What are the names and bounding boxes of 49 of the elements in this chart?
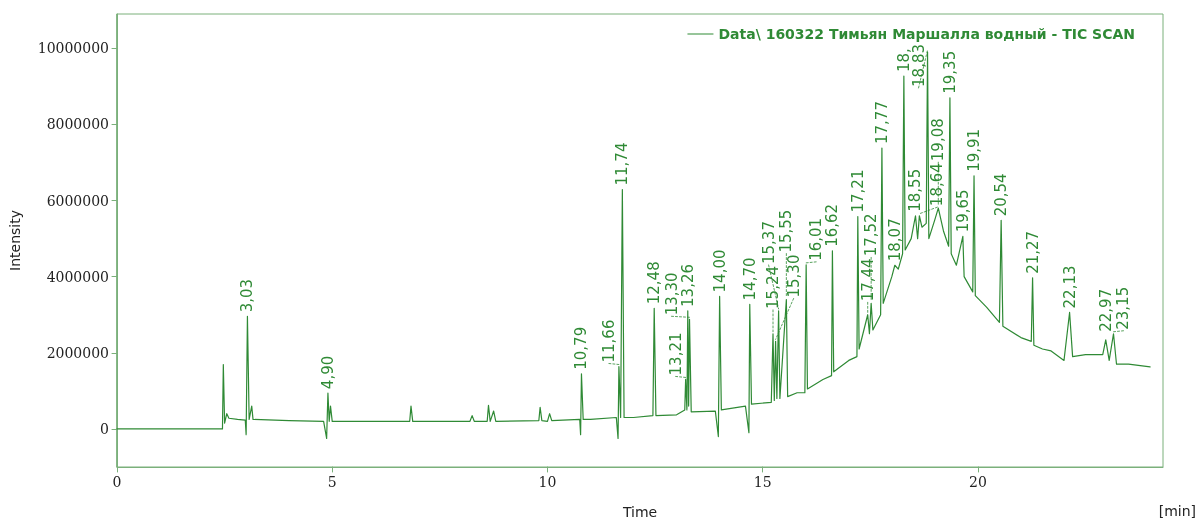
annotation: 19,65: [953, 189, 972, 233]
text: [min]: [1158, 503, 1196, 519]
annotation: 14,00: [710, 249, 729, 293]
annotation: 20,54: [992, 173, 1011, 217]
annotation: 17,21: [848, 169, 867, 213]
annotation: 13,21: [666, 332, 685, 376]
annotation: 14,70: [740, 257, 759, 301]
annotation: 3,03: [238, 278, 257, 313]
annotation: 19,35: [940, 50, 959, 94]
y-tick-label: 4000000: [46, 268, 109, 285]
annotation: 11,66: [599, 319, 618, 363]
annotation: 4,90: [318, 355, 337, 390]
annotation: 13,26: [678, 263, 697, 307]
annotation: 15,30: [784, 254, 803, 298]
annotation: 18,64: [928, 163, 947, 207]
annotation: 19,91: [965, 128, 984, 172]
x-tick-label: 5: [327, 474, 337, 490]
y-axis-title: Intensity: [7, 210, 23, 271]
annotation: 17,77: [872, 101, 891, 144]
y-tick-label: 8000000: [46, 116, 109, 133]
x-tick-label: 15: [753, 474, 772, 490]
annotation: 19,08: [929, 118, 948, 162]
annotation: 16,01: [807, 217, 826, 261]
annotation: 15,55: [777, 209, 796, 253]
y-tick-label: 6000000: [46, 192, 109, 209]
annotation: 22,13: [1060, 265, 1079, 309]
x-tick-label: 20: [968, 474, 987, 490]
annotation: 17,52: [862, 213, 881, 257]
annotation: 18,: [894, 48, 913, 73]
y-tick-label: 0: [100, 420, 109, 437]
annotation: 12,48: [645, 261, 664, 305]
annotation: 16,62: [823, 203, 842, 247]
y-tick-label: 10000000: [37, 40, 109, 57]
legend-label: Data\ 160322 Тимьян Маршалла водный - TIC SCAN: [718, 26, 1136, 42]
annotation: 23,15: [1114, 286, 1133, 330]
annotation: 10,79: [572, 326, 591, 370]
annotation: 22,97: [1096, 288, 1115, 332]
x-tick-label: 10: [538, 474, 557, 490]
annotation: 15,24: [764, 265, 783, 309]
annotation: 17,44: [858, 258, 877, 302]
annotation: 13,30: [662, 272, 681, 316]
annotation: 21,27: [1023, 230, 1042, 274]
annotation: 15,37: [759, 221, 778, 264]
x-tick-label: 0: [112, 474, 122, 490]
x-axis-title: Time: [621, 504, 658, 520]
y-tick-label: 2000000: [46, 344, 109, 361]
annotation: 18,07: [885, 218, 904, 262]
annotation: 18,55: [906, 168, 925, 212]
annotation: 11,74: [613, 142, 632, 186]
